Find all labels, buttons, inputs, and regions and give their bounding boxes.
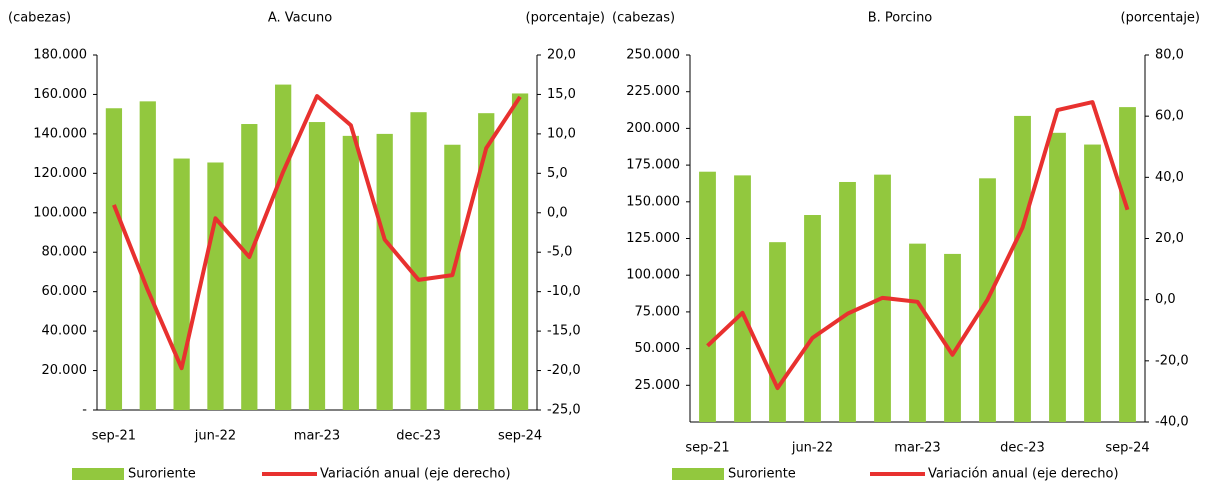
y2-axis-label: (porcentaje) bbox=[1121, 11, 1200, 26]
y2-tick-label: 60,0 bbox=[1155, 109, 1184, 124]
y-tick-label: - bbox=[82, 403, 87, 418]
bar bbox=[478, 113, 495, 411]
bar bbox=[342, 135, 359, 410]
bar bbox=[241, 124, 258, 411]
y-tick-label: 20.000 bbox=[42, 363, 88, 378]
y-tick-label: 175.000 bbox=[626, 158, 680, 173]
y-tick-label: 250.000 bbox=[626, 48, 680, 63]
x-tick-label: sep-21 bbox=[685, 441, 729, 456]
y-tick-label: 50.000 bbox=[635, 341, 681, 356]
y2-axis-label: (porcentaje) bbox=[526, 11, 605, 26]
y2-tick-label: -40,0 bbox=[1155, 415, 1189, 430]
bar bbox=[511, 93, 529, 410]
y-tick-label: 75.000 bbox=[635, 304, 681, 319]
bar bbox=[734, 175, 751, 422]
bar bbox=[410, 112, 427, 410]
bar bbox=[909, 243, 926, 422]
x-tick-label: mar-23 bbox=[894, 441, 940, 456]
y-tick-label: 25.000 bbox=[635, 378, 681, 393]
x-tick-label: dec-23 bbox=[396, 429, 441, 444]
y2-tick-label: -10,0 bbox=[547, 284, 581, 299]
bar bbox=[839, 181, 856, 422]
y-tick-label: 100.000 bbox=[33, 205, 87, 220]
legend-label: Suroriente bbox=[728, 467, 796, 482]
chart-title: A. Vacuno bbox=[268, 11, 332, 26]
legend-label: Suroriente bbox=[128, 467, 196, 482]
y2-tick-label: 80,0 bbox=[1155, 48, 1184, 63]
x-tick-label: sep-21 bbox=[92, 429, 136, 444]
y2-tick-label: -25,0 bbox=[547, 403, 581, 418]
y-axis-label: (cabezas) bbox=[8, 11, 71, 26]
bar bbox=[804, 215, 821, 422]
bar bbox=[444, 144, 461, 410]
bar bbox=[207, 162, 224, 410]
y-tick-label: 60.000 bbox=[42, 284, 88, 299]
legend-label: Variación anual (eje derecho) bbox=[928, 467, 1119, 482]
y2-tick-label: 0,0 bbox=[547, 205, 568, 220]
bar bbox=[1084, 144, 1101, 422]
y2-tick-label: -15,0 bbox=[547, 324, 581, 339]
y2-tick-label: 5,0 bbox=[547, 166, 568, 181]
legend-label: Variación anual (eje derecho) bbox=[320, 467, 511, 482]
bar bbox=[1014, 115, 1031, 422]
legend-swatch bbox=[672, 468, 724, 480]
y2-tick-label: -20,0 bbox=[547, 363, 581, 378]
bar bbox=[769, 242, 786, 422]
y-tick-label: 160.000 bbox=[33, 87, 87, 102]
x-tick-label: sep-24 bbox=[498, 429, 542, 444]
y-axis-label: (cabezas) bbox=[612, 11, 675, 26]
line bbox=[112, 94, 522, 371]
x-tick-label: sep-24 bbox=[1105, 441, 1149, 456]
y-tick-label: 125.000 bbox=[626, 231, 680, 246]
x-tick-label: jun-22 bbox=[194, 429, 236, 444]
bar bbox=[275, 84, 292, 410]
line bbox=[706, 100, 1130, 391]
y2-tick-label: 20,0 bbox=[1155, 231, 1184, 246]
y-tick-label: 140.000 bbox=[33, 126, 87, 141]
x-tick-label: dec-23 bbox=[1000, 441, 1045, 456]
y2-tick-label: 15,0 bbox=[547, 87, 576, 102]
y2-tick-label: 40,0 bbox=[1155, 170, 1184, 185]
bar bbox=[944, 253, 961, 422]
y2-tick-label: 20,0 bbox=[547, 48, 576, 63]
y2-tick-label: 0,0 bbox=[1155, 292, 1176, 307]
bar bbox=[173, 158, 190, 410]
bar bbox=[308, 122, 326, 411]
y2-tick-label: -5,0 bbox=[547, 245, 572, 260]
bar bbox=[376, 133, 393, 410]
y-tick-label: 200.000 bbox=[626, 121, 680, 136]
y-tick-label: 150.000 bbox=[626, 194, 680, 209]
y2-tick-label: -20,0 bbox=[1155, 353, 1189, 368]
x-tick-label: jun-22 bbox=[791, 441, 833, 456]
bar bbox=[1049, 132, 1066, 422]
legend-swatch bbox=[72, 468, 124, 480]
y-tick-label: 225.000 bbox=[626, 84, 680, 99]
y-tick-label: 120.000 bbox=[33, 166, 87, 181]
chart-title: B. Porcino bbox=[868, 11, 933, 26]
y-tick-label: 40.000 bbox=[42, 324, 88, 339]
y-tick-label: 180.000 bbox=[33, 48, 87, 63]
bar bbox=[699, 171, 716, 422]
bar bbox=[139, 101, 156, 410]
y2-tick-label: 10,0 bbox=[547, 126, 576, 141]
y-tick-label: 80.000 bbox=[42, 245, 88, 260]
x-tick-label: mar-23 bbox=[294, 429, 340, 444]
y-tick-label: 100.000 bbox=[626, 268, 680, 283]
bar bbox=[1119, 107, 1136, 422]
bar bbox=[105, 108, 123, 410]
